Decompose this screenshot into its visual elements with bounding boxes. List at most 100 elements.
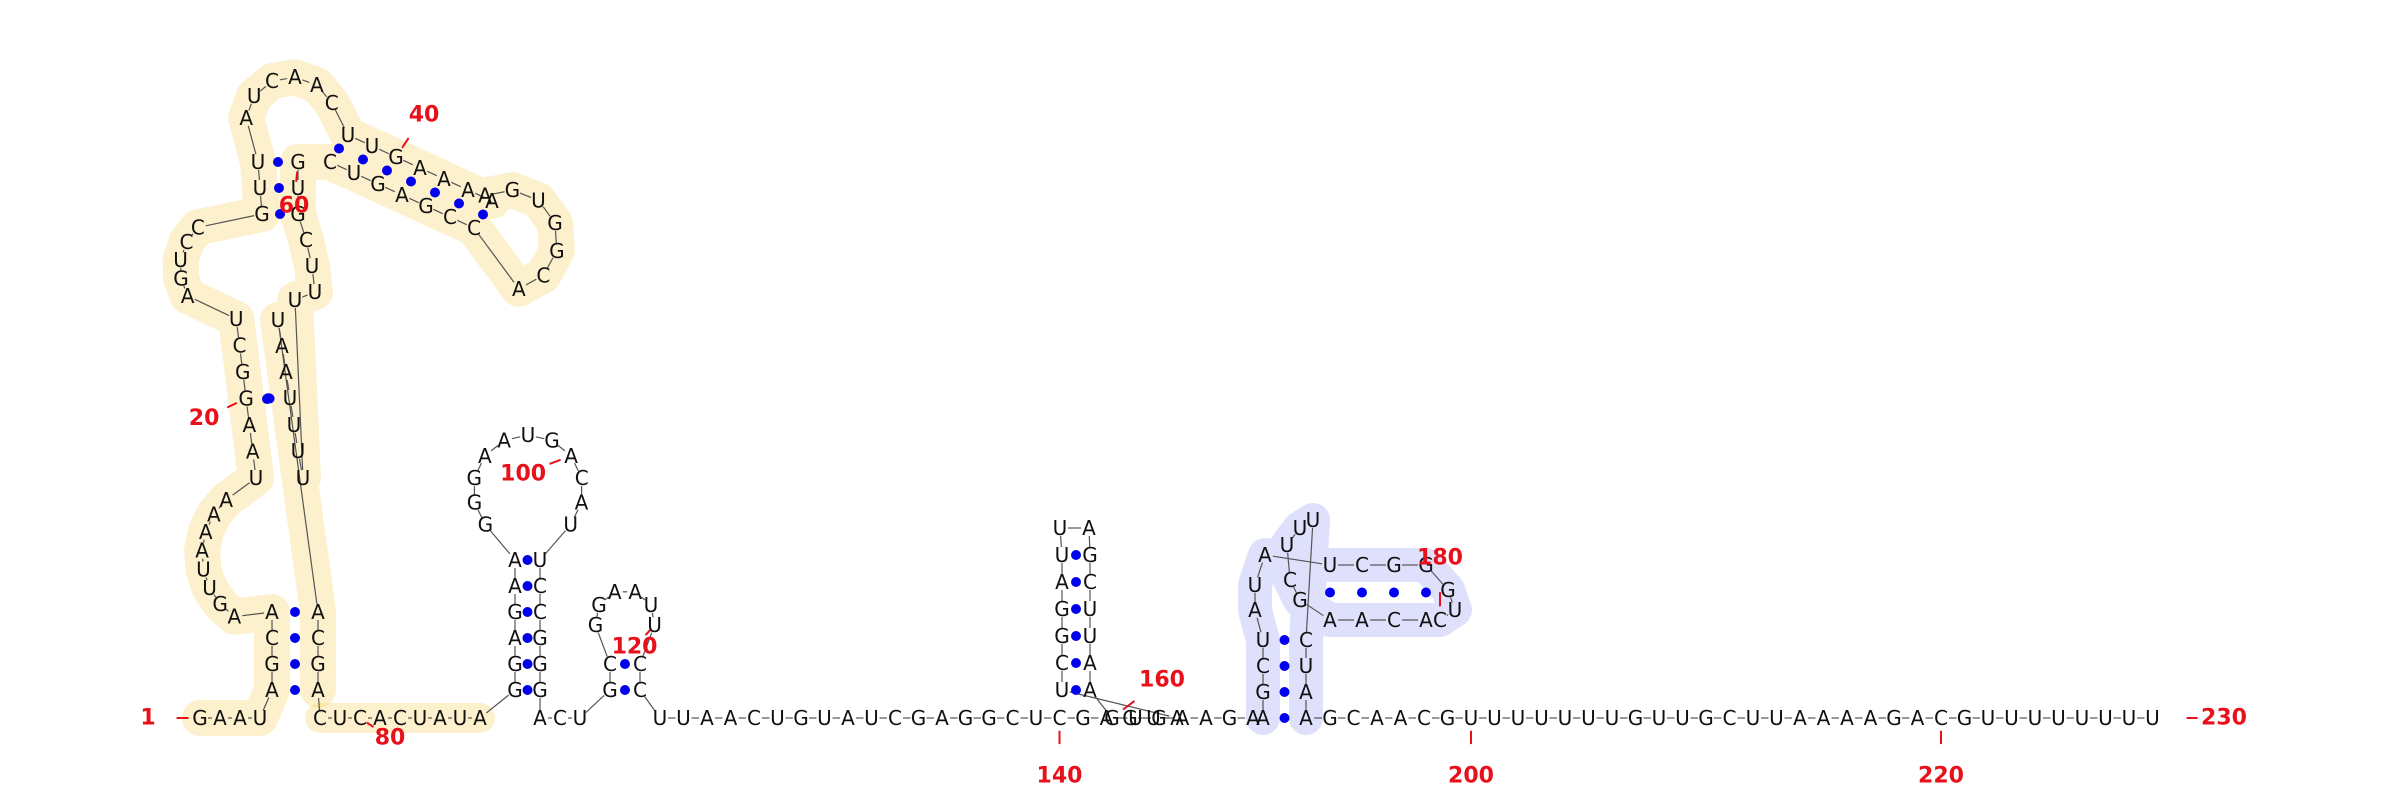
- nucleotide: U: [1248, 573, 1263, 597]
- nucleotide: A: [512, 277, 526, 301]
- nucleotide: G: [1322, 706, 1338, 730]
- nucleotide: A: [433, 706, 447, 730]
- nucleotide: C: [1053, 706, 1067, 730]
- index-label: 160: [1139, 668, 1185, 693]
- nucleotide: A: [227, 605, 241, 629]
- nucleotide: G: [1628, 706, 1644, 730]
- nucleotide: U: [1534, 706, 1549, 730]
- nucleotide: U: [2098, 706, 2113, 730]
- nucleotide: A: [279, 360, 293, 384]
- base-pair-dots: [262, 143, 1431, 723]
- nucleotide: C: [1934, 706, 1948, 730]
- nucleotide: G: [370, 172, 386, 196]
- nucleotide: A: [628, 580, 642, 604]
- nucleotide: U: [296, 466, 311, 490]
- nucleotide: U: [1280, 533, 1295, 557]
- nucleotide: C: [575, 466, 589, 490]
- nucleotide: U: [2075, 706, 2090, 730]
- nucleotide: G: [1255, 680, 1271, 704]
- base-pair-dot: [1071, 631, 1081, 641]
- backbone-link: [597, 632, 608, 657]
- backbone-link: [248, 103, 252, 111]
- index-tick: [1122, 700, 1136, 711]
- nucleotide: A: [508, 574, 522, 598]
- nucleotide: A: [311, 678, 325, 702]
- nucleotide: C: [1006, 706, 1020, 730]
- backbone-link: [183, 285, 186, 289]
- base-pair-dot: [522, 659, 533, 669]
- base-pair-dot: [522, 685, 533, 695]
- nucleotide: C: [747, 706, 761, 730]
- nucleotide: U: [644, 593, 659, 617]
- nucleotide: U: [1448, 598, 1463, 622]
- nucleotide: A: [1299, 680, 1313, 704]
- backbone-link: [1069, 691, 1170, 717]
- nucleotide: U: [2028, 706, 2043, 730]
- nucleotide: A: [1323, 608, 1337, 632]
- backbone-link: [205, 215, 255, 227]
- nucleotide: A: [497, 428, 511, 452]
- index-tick: [644, 629, 651, 636]
- backbone-link: [302, 294, 308, 298]
- nucleotide: C: [1256, 654, 1270, 678]
- base-pair-dot: [1279, 635, 1290, 645]
- backbone-link: [478, 234, 515, 283]
- nucleotide: G: [1418, 553, 1434, 577]
- nucleotide: U: [817, 706, 832, 730]
- nucleotide: A: [508, 548, 522, 572]
- nucleotide: A: [311, 600, 325, 624]
- backbone-link: [317, 697, 321, 711]
- base-pair-dot: [454, 198, 464, 209]
- nucleotide: G: [1082, 543, 1098, 567]
- nucleotide: U: [249, 466, 264, 490]
- backbone-link: [604, 596, 609, 601]
- backbone-link: [194, 298, 230, 317]
- backbone-link: [242, 612, 265, 617]
- backbone-link: [1450, 597, 1453, 603]
- nucleotide: A: [841, 706, 855, 730]
- nucleotide: C: [533, 600, 547, 624]
- nucleotide: C: [553, 706, 567, 730]
- nucleotide: A: [564, 444, 578, 468]
- nucleotide: U: [202, 576, 217, 600]
- nucleotide: C: [299, 228, 313, 252]
- backbone-link: [585, 695, 605, 713]
- nucleotide: A: [1793, 706, 1807, 730]
- backbone-link: [557, 445, 566, 452]
- base-pair-dot: [1071, 658, 1081, 668]
- base-pair-dot: [1279, 687, 1290, 697]
- base-pair-dot: [290, 685, 300, 695]
- nucleotide: A: [1248, 598, 1262, 622]
- nucleotide: C: [233, 334, 247, 358]
- nucleotide: U: [453, 706, 468, 730]
- nucleotide: G: [1386, 553, 1402, 577]
- backbone-link: [182, 249, 185, 253]
- nucleotide: A: [478, 184, 492, 208]
- nucleotide: C: [323, 150, 337, 174]
- nucleotide: G: [547, 211, 563, 235]
- nucleotide: C: [393, 706, 407, 730]
- backbone-link: [379, 148, 389, 155]
- nucleotide: G: [238, 387, 254, 411]
- nucleotide: U: [229, 307, 244, 331]
- backbone-link: [302, 79, 310, 83]
- base-pair-dot: [1325, 587, 1335, 598]
- nucleotide: A: [275, 334, 289, 358]
- backbone-link: [511, 436, 521, 440]
- backbone-link: [641, 596, 646, 601]
- index-label: 100: [500, 461, 546, 486]
- nucleotide: U: [347, 161, 362, 185]
- nucleotide: U: [1323, 553, 1338, 577]
- nucleotide: U: [1652, 706, 1667, 730]
- index-tick: [366, 721, 375, 728]
- nucleotide: U: [1299, 654, 1314, 678]
- backbone-link: [243, 379, 246, 391]
- backbone-link: [1430, 570, 1444, 585]
- nucleotide: A: [395, 183, 409, 207]
- nucleotide: U: [676, 706, 691, 730]
- nucleotide: G: [793, 706, 809, 730]
- nucleotide: C: [1355, 553, 1369, 577]
- backbone-link: [644, 696, 656, 712]
